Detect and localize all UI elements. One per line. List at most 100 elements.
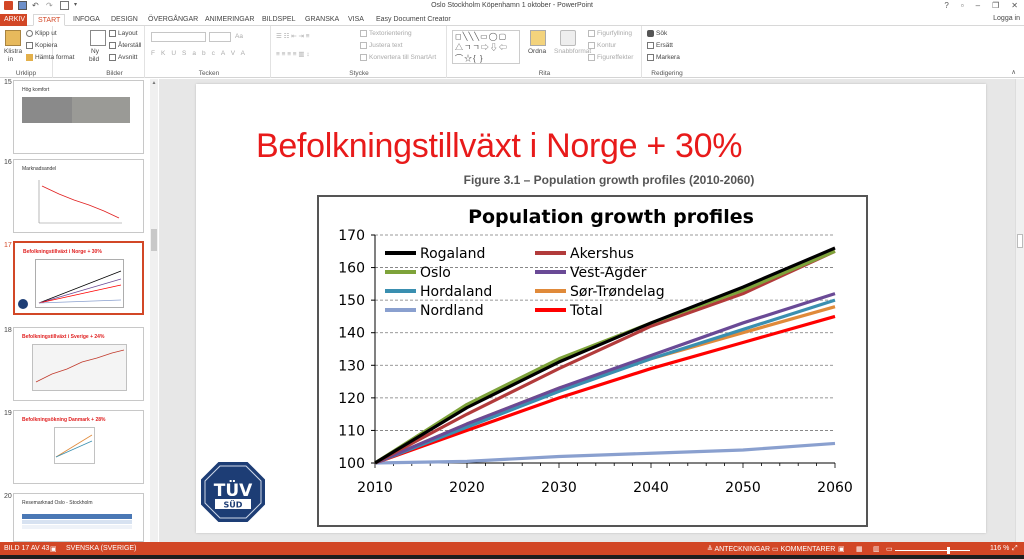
arrange-label[interactable]: Ordna xyxy=(528,48,547,55)
x-tick-label: 2050 xyxy=(725,480,761,496)
align-text-icon xyxy=(360,42,367,49)
font-name-combo[interactable] xyxy=(151,32,206,42)
language-indicator[interactable]: SVENSKA (SVERIGE) xyxy=(66,545,137,552)
font-size-combo[interactable] xyxy=(209,32,231,42)
thumbnails-scrollbar[interactable]: ▲ xyxy=(150,79,158,542)
status-bar: BILD 17 AV 43 ▣ SVENSKA (SVERIGE) ≜ ANTE… xyxy=(0,542,1024,559)
shape-fill-button[interactable]: Figurfyllning xyxy=(588,30,632,37)
quick-styles-icon[interactable] xyxy=(560,30,576,46)
layout-button[interactable]: Layout xyxy=(109,30,138,37)
slideshow-icon[interactable]: ▭ xyxy=(886,546,893,553)
series-line-hordaland xyxy=(374,298,836,465)
normal-view-icon[interactable]: ▣ xyxy=(838,546,845,553)
text-direction-icon xyxy=(360,30,367,37)
slide-thumbnails-pane[interactable]: 15 Hög komfort 16 Marknadsandel 17 Befol… xyxy=(0,79,158,542)
copy-button[interactable]: Kopiera xyxy=(26,42,57,49)
font-color-button[interactable]: A xyxy=(240,50,251,57)
slide-title[interactable]: Befolkningstillväxt i Norge + 30% xyxy=(256,127,743,165)
shadow-button[interactable]: S xyxy=(182,50,193,57)
char-spacing-button[interactable]: AV xyxy=(220,50,241,57)
paste-icon[interactable] xyxy=(5,30,21,46)
smartart-button[interactable]: Konvertera till SmartArt xyxy=(360,54,436,61)
notes-button[interactable]: ≜ ANTECKNINGAR xyxy=(707,546,771,553)
zoom-slider-knob[interactable] xyxy=(947,547,950,554)
bold-button[interactable]: F xyxy=(151,50,161,57)
ribbon-display-button[interactable]: ▫ xyxy=(960,1,964,10)
arrange-icon[interactable] xyxy=(530,30,546,46)
text-direction-button[interactable]: Textorientering xyxy=(360,30,412,37)
font-grow-shrink[interactable]: Aa xyxy=(235,33,243,40)
new-slide-label-2[interactable]: bild xyxy=(89,56,100,63)
help-button[interactable]: ? xyxy=(944,1,949,10)
scrollbar-thumb[interactable] xyxy=(1017,234,1023,248)
align-text-button[interactable]: Justera text xyxy=(360,42,403,49)
comment-icon: ▭ xyxy=(772,546,781,553)
chart-frame[interactable]: Population growth profiles 100 110 120 130 14… xyxy=(317,195,868,527)
tab-visa[interactable]: VISA xyxy=(348,16,364,23)
customize-qa-icon[interactable]: ▾ xyxy=(74,2,78,8)
new-slide-icon[interactable] xyxy=(90,30,106,46)
y-tick-label: 140 xyxy=(338,326,365,342)
bullets-buttons[interactable]: ☰ ☷ ⇤ ⇥ ≡ xyxy=(276,33,310,40)
collapse-ribbon-icon[interactable]: ∧ xyxy=(1011,69,1016,76)
new-slide-label[interactable]: Ny xyxy=(91,48,99,55)
tab-bildspel[interactable]: BILDSPEL xyxy=(262,16,296,23)
close-button[interactable]: ✕ xyxy=(1011,1,1018,10)
quick-styles-label[interactable]: Snabbformat xyxy=(554,48,592,55)
thumbnail-slide-15[interactable]: Hög komfort xyxy=(13,80,144,154)
cut-button[interactable]: Klipp ut xyxy=(26,30,57,37)
redo-icon[interactable]: ↷ xyxy=(46,1,53,10)
shapes-gallery[interactable]: ◻╲╲╲▭◯▢ △ㄱㄱ⇨⇩⇦ ⌒☆{ } xyxy=(452,30,520,64)
slide-sorter-icon[interactable]: ▦ xyxy=(856,546,863,553)
scrollbar-thumb[interactable] xyxy=(151,229,157,251)
current-slide[interactable]: Befolkningstillväxt i Norge + 30% Figure… xyxy=(196,84,986,533)
reading-view-icon[interactable]: ▥ xyxy=(873,546,880,553)
thumbnail-slide-16[interactable]: Marknadsandel xyxy=(13,159,144,233)
comments-button[interactable]: ▭ KOMMENTARER xyxy=(772,546,836,553)
font-style-buttons[interactable]: FKUSabcAVA xyxy=(151,50,251,57)
restore-button[interactable]: ❐ xyxy=(992,1,1000,10)
strikethrough-button[interactable]: abc xyxy=(192,50,221,57)
thumbnail-chart xyxy=(38,180,122,224)
scroll-up-icon[interactable]: ▲ xyxy=(151,80,157,86)
save-icon[interactable] xyxy=(18,1,27,10)
tab-overgangar[interactable]: ÖVERGÅNGAR xyxy=(148,16,199,23)
editor-scrollbar[interactable] xyxy=(1015,79,1024,542)
tab-start[interactable]: START xyxy=(33,14,66,26)
shape-outline-button[interactable]: Kontur xyxy=(588,42,616,49)
replace-button[interactable]: Ersätt xyxy=(647,42,673,49)
chart-title: Population growth profiles xyxy=(468,206,754,228)
tab-granska[interactable]: GRANSKA xyxy=(305,16,340,23)
align-buttons[interactable]: ≡ ≡ ≡ ≡ ▥ ↕ xyxy=(276,51,310,58)
thumbnail-slide-19[interactable]: Befolkningsökning Danmark + 28% xyxy=(13,410,144,484)
from-beginning-icon[interactable] xyxy=(60,1,69,10)
undo-icon[interactable]: ↶ xyxy=(32,1,39,10)
zoom-level[interactable]: 116 % xyxy=(990,545,1010,552)
spellcheck-icon[interactable]: ▣ xyxy=(50,546,57,553)
zoom-slider[interactable] xyxy=(895,550,970,551)
tab-design[interactable]: DESIGN xyxy=(111,16,138,23)
find-button[interactable]: Sök xyxy=(647,30,667,37)
thumbnail-slide-20[interactable]: Resemarknad Oslo - Stockholm xyxy=(13,493,144,542)
login-link[interactable]: Logga in xyxy=(993,15,1020,22)
format-painter-button[interactable]: Hämta format xyxy=(26,54,74,61)
quick-access-toolbar: ↶ ↷ ▾ xyxy=(4,1,83,10)
section-button[interactable]: Avsnitt xyxy=(109,54,137,61)
tab-arkiv[interactable]: ARKIV xyxy=(0,14,27,26)
tab-animeringar[interactable]: ANIMERINGAR xyxy=(205,16,255,23)
paste-label-2[interactable]: in xyxy=(8,56,14,63)
minimize-button[interactable]: – xyxy=(975,1,981,10)
thumbnail-slide-18[interactable]: Befolkningstillväxt i Sverige + 24% xyxy=(13,327,144,401)
reset-button[interactable]: Återställ xyxy=(109,42,141,49)
ribbon-tabs: ARKIV START INFOGA DESIGN ÖVERGÅNGAR ANI… xyxy=(0,13,1024,26)
shape-effects-button[interactable]: Figureffekter xyxy=(588,54,633,61)
figure-caption[interactable]: Figure 3.1 – Population growth profiles … xyxy=(463,173,755,187)
underline-button[interactable]: U xyxy=(171,50,183,57)
paste-label[interactable]: Klistra xyxy=(4,48,23,55)
italic-button[interactable]: K xyxy=(160,50,172,57)
fit-to-window-icon[interactable]: ⤢ xyxy=(1012,545,1018,552)
tab-easy-document-creator[interactable]: Easy Document Creator xyxy=(376,16,451,23)
tab-infoga[interactable]: INFOGA xyxy=(73,16,100,23)
select-button[interactable]: Markera xyxy=(647,54,680,61)
thumbnail-slide-17[interactable]: Befolkningstillväxt i Norge + 30% xyxy=(13,241,144,315)
